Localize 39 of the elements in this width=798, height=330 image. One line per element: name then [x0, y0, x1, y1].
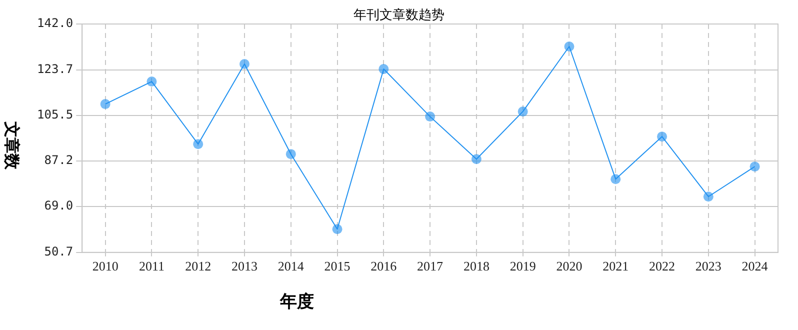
y-tick-label: 87.2	[44, 153, 74, 168]
point	[518, 106, 528, 117]
point	[146, 76, 157, 87]
chart-title: 年刊文章数趋势	[354, 7, 444, 22]
y-tick-label: 50.7	[44, 244, 74, 259]
point	[750, 162, 760, 172]
point	[332, 224, 342, 234]
x-tick-label: 2023	[695, 258, 722, 274]
point	[286, 149, 296, 160]
x-tick-label: 2010	[92, 258, 118, 274]
point	[610, 174, 621, 184]
x-tick-label: 2013	[231, 258, 258, 274]
y-axis-title: 文章数	[2, 120, 22, 170]
point	[564, 42, 574, 52]
x-tick-label: 2011	[138, 258, 164, 274]
x-tick-label: 2017	[417, 258, 444, 274]
y-tick-label: 69.0	[44, 198, 74, 213]
x-tick-label: 2018	[463, 258, 490, 274]
y-tick-label: 123.7	[37, 62, 74, 76]
point	[239, 59, 250, 70]
x-tick-label: 2020	[556, 258, 582, 274]
x-tick-label: 2022	[649, 258, 676, 274]
x-tick-label: 2021	[602, 258, 629, 274]
x-tick-label: 2015	[324, 258, 350, 274]
x-tick-label: 2012	[185, 258, 212, 274]
x-tick-label: 2016	[370, 258, 398, 274]
point	[100, 99, 110, 110]
point	[471, 154, 482, 164]
x-tick-label: 2014	[278, 258, 304, 274]
point	[657, 132, 668, 142]
point	[703, 192, 714, 202]
point	[193, 139, 204, 150]
point	[378, 64, 389, 74]
y-tick-label: 105.5	[37, 107, 74, 122]
x-tick-label: 2019	[510, 258, 536, 274]
x-axis-title: 年度	[278, 291, 315, 313]
x-tick-label: 2024	[742, 258, 768, 274]
y-tick-label: 142.0	[37, 16, 74, 30]
point	[425, 112, 436, 122]
